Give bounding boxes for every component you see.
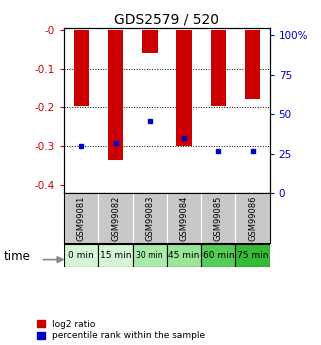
Bar [99,193,133,243]
Bar [108,30,123,160]
Bar [211,30,226,106]
Text: GSM99081: GSM99081 [77,196,86,241]
Bar [167,193,201,243]
Text: GSM99083: GSM99083 [145,196,154,241]
Text: 60 min: 60 min [203,251,234,260]
Bar [167,244,201,267]
Text: time: time [3,250,30,263]
Bar [64,244,99,267]
Bar [133,244,167,267]
Bar [74,30,89,106]
Bar [245,30,260,99]
Text: 0 min: 0 min [68,251,94,260]
Bar [133,193,167,243]
Text: GSM99086: GSM99086 [248,196,257,241]
Bar [99,244,133,267]
Bar [235,193,270,243]
Text: GSM99082: GSM99082 [111,196,120,241]
Text: 30 min: 30 min [136,251,163,260]
Text: 15 min: 15 min [100,251,131,260]
Text: 75 min: 75 min [237,251,268,260]
Text: GSM99084: GSM99084 [179,196,188,241]
Bar [142,30,158,53]
Title: GDS2579 / 520: GDS2579 / 520 [114,12,220,27]
Bar [176,30,192,146]
Legend: log2 ratio, percentile rank within the sample: log2 ratio, percentile rank within the s… [37,320,205,341]
Text: GSM99085: GSM99085 [214,196,223,241]
Bar [201,193,235,243]
Bar [201,244,235,267]
Bar [235,244,270,267]
Bar [64,193,99,243]
Text: 45 min: 45 min [168,251,200,260]
